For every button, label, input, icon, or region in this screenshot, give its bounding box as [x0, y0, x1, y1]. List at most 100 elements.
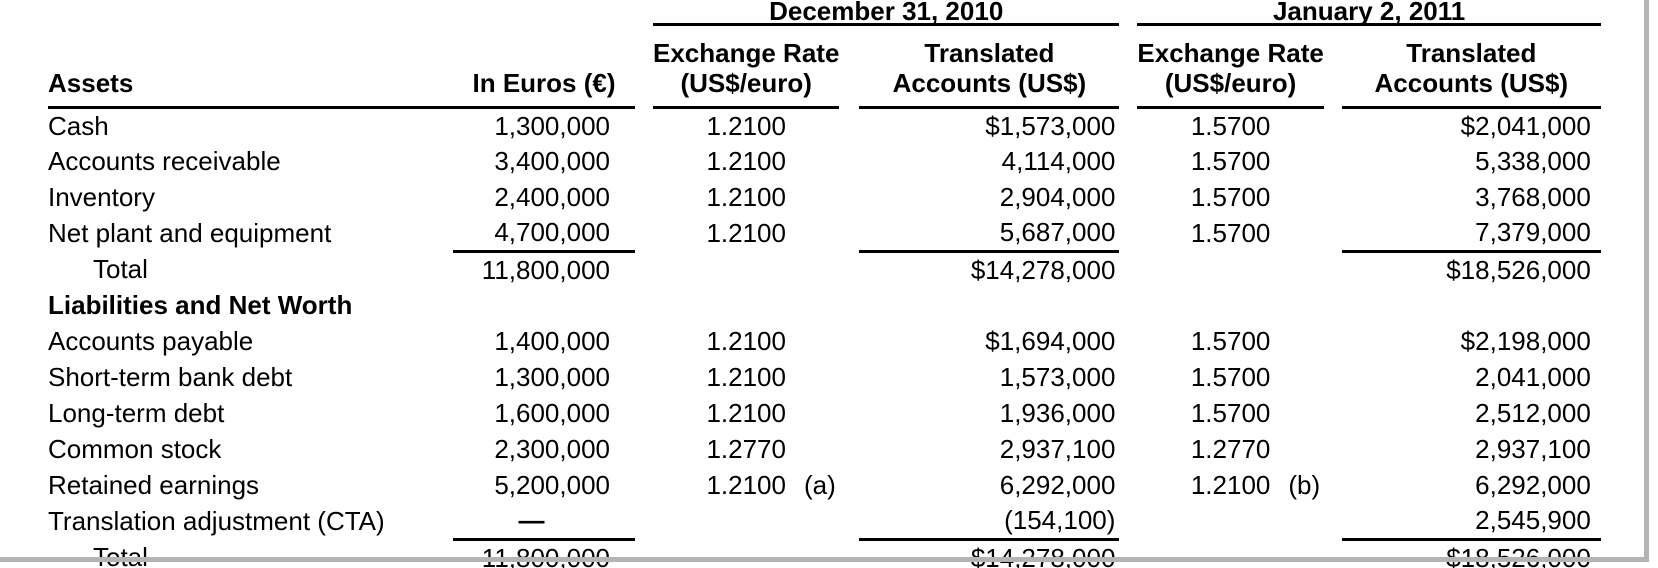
cell-dec-translated-amount: $14,278,000	[970, 542, 1116, 568]
jan-rate-value: 1.2770	[1190, 434, 1271, 464]
spacer-cell	[1324, 540, 1342, 568]
spacer-cell	[1119, 504, 1137, 540]
spacer-cell	[635, 540, 653, 568]
spacer-cell	[839, 25, 859, 108]
spacer-cell	[839, 324, 859, 360]
row-label: Net plant and equipment	[48, 218, 332, 248]
cell-dec-exchange-rate: 1.2100	[653, 324, 839, 360]
spacer-cell	[1119, 252, 1137, 288]
table-row: Liabilities and Net Worth	[48, 288, 1601, 324]
spacer-cell	[1119, 144, 1137, 180]
spacer-cell	[1119, 324, 1137, 360]
jan-rate-value: 1.5700	[1190, 326, 1271, 356]
cell-euros-value: —	[453, 503, 635, 541]
dec-rate-value: 1.2100	[706, 362, 786, 392]
row-label: Accounts payable	[48, 326, 254, 356]
cell-dec-translated-amount	[859, 288, 1119, 324]
cell-dec-translated-amount: $1,573,000	[985, 110, 1116, 141]
dec-exchange-rate-header: Exchange Rate (US$/euro)	[653, 24, 840, 109]
cell-jan-translated-amount: 2,512,000	[1475, 398, 1591, 428]
table-header: December 31, 2010 January 2, 2011 Assets…	[48, 0, 1601, 109]
dec-rate-value: 1.2100	[706, 398, 786, 428]
dec-rate-value: 1.2100	[706, 326, 786, 356]
cell-euros-value: 4,700,000	[453, 215, 635, 253]
date-header-december: December 31, 2010	[653, 0, 1120, 26]
spacer-cell	[1119, 216, 1137, 252]
jan-rate-note: (b)	[1288, 470, 1321, 500]
column-header-row: Assets In Euros (€) Exchange Rate (US$/eu…	[48, 24, 1601, 109]
spacer-cell	[839, 504, 859, 540]
spacer-cell	[635, 252, 653, 288]
cell-euros-value: 1,400,000	[494, 326, 610, 356]
cell-euros-value: 1,300,000	[494, 362, 610, 392]
cell-jan-exchange-rate: 1.5700	[1137, 324, 1323, 360]
cell-dec-translated-amount: 1,936,000	[999, 398, 1116, 428]
cell-dec-exchange-rate	[653, 540, 839, 568]
header-line: Accounts (US$)	[1374, 68, 1569, 98]
header-line: Accounts (US$)	[892, 68, 1087, 98]
row-label: Translation adjustment (CTA)	[48, 506, 385, 536]
row-label: Inventory	[48, 182, 155, 212]
header-line: Translated	[924, 38, 1055, 68]
spacer-cell	[839, 144, 859, 180]
spacer-cell	[839, 108, 859, 144]
cell-euros-value: 2,300,000	[494, 434, 610, 464]
spacer-cell	[839, 432, 859, 468]
jan-rate-value: 1.5700	[1190, 146, 1271, 176]
jan-rate-value: 1.5700	[1190, 218, 1271, 248]
header-line: Translated	[1406, 38, 1537, 68]
spacer-cell	[1324, 108, 1342, 144]
spacer-cell	[1119, 180, 1137, 216]
cell-jan-exchange-rate	[1137, 504, 1323, 540]
cell-jan-exchange-rate: 1.5700	[1137, 216, 1323, 252]
cell-jan-exchange-rate	[1137, 288, 1323, 324]
spacer-cell	[1324, 468, 1342, 504]
row-label: Common stock	[48, 434, 222, 464]
cell-jan-translated-amount: $2,041,000	[1460, 110, 1591, 141]
exhibit-bottom-border	[0, 557, 1649, 562]
spacer-cell	[1324, 360, 1342, 396]
cell-dec-exchange-rate: 1.2100	[653, 144, 839, 180]
row-label: Cash	[48, 110, 109, 141]
spacer-cell	[1324, 180, 1342, 216]
table-body: Cash 1,300,000 1.2100 $1,573,000 1.5700 …	[48, 108, 1601, 568]
cell-jan-translated-amount: $18,526,000	[1446, 542, 1591, 568]
cell-dec-exchange-rate: 1.2100	[653, 108, 839, 144]
cell-dec-translated-amount: 6,292,000	[999, 470, 1116, 500]
table-row: Common stock 2,300,000 1.2770 2,937,100 …	[48, 432, 1601, 468]
balance-sheet-table: December 31, 2010 January 2, 2011 Assets…	[48, 0, 1601, 568]
table-row: Retained earnings 5,200,000 1.2100 (a) 6,…	[48, 468, 1601, 504]
cell-euros-value: 2,400,000	[494, 182, 610, 212]
cell-jan-translated-amount: 3,768,000	[1475, 182, 1591, 212]
spacer-cell	[635, 396, 653, 432]
spacer-cell	[635, 468, 653, 504]
cell-euros-value: 1,300,000	[494, 110, 610, 141]
row-label: Short-term bank debt	[48, 362, 293, 392]
dec-translated-accounts-header: Translated Accounts (US$)	[859, 24, 1120, 109]
cell-jan-exchange-rate: 1.5700	[1137, 396, 1323, 432]
spacer-cell	[1119, 25, 1137, 108]
dec-rate-value: 1.2100	[706, 470, 786, 500]
cell-jan-exchange-rate	[1137, 252, 1323, 288]
spacer-cell	[1119, 0, 1137, 25]
exhibit-right-border	[1644, 0, 1649, 562]
spacer-cell	[1119, 288, 1137, 324]
cell-dec-exchange-rate	[653, 252, 839, 288]
cell-euros-value: 1,600,000	[494, 398, 610, 428]
cell-dec-translated-amount: 2,937,100	[999, 434, 1116, 464]
spacer-cell	[635, 360, 653, 396]
assets-column-header: Assets	[48, 24, 453, 109]
cell-jan-exchange-rate: 1.5700	[1137, 360, 1323, 396]
spacer-cell	[1119, 540, 1137, 568]
spacer-cell	[635, 144, 653, 180]
cell-euros-value: 11,800,000	[481, 254, 610, 285]
row-label: Liabilities and Net Worth	[48, 290, 353, 320]
table-row: Total 11,800,000 $14,278,000 $18,526,000	[48, 252, 1601, 288]
table-row: Translation adjustment (CTA) — (154,100)…	[48, 503, 1601, 541]
spacer-cell	[1324, 216, 1342, 252]
euros-column-header: In Euros (€)	[453, 24, 635, 109]
table-row: Cash 1,300,000 1.2100 $1,573,000 1.5700 …	[48, 108, 1601, 144]
spacer-cell	[1119, 108, 1137, 144]
spacer-cell	[839, 360, 859, 396]
row-label: Accounts receivable	[48, 146, 281, 176]
